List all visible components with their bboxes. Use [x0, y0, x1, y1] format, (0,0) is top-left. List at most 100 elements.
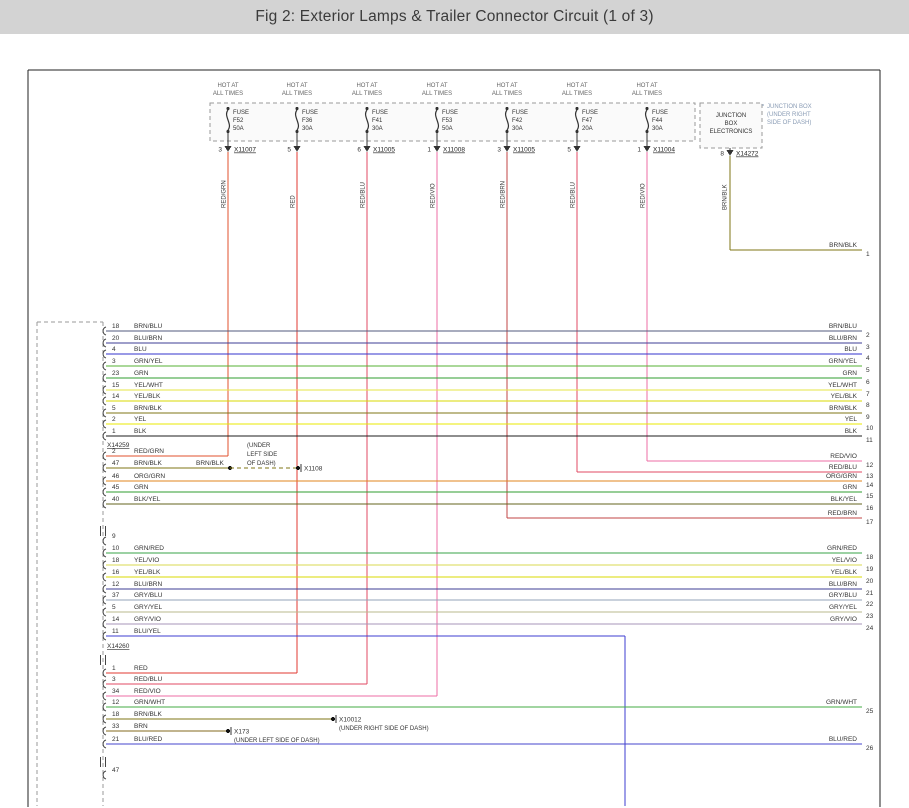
right-pin-number: 24	[866, 625, 874, 632]
junction-box-electronics-label: BOX	[725, 121, 738, 127]
hot-at-all-times-label: HOT AT	[286, 83, 307, 89]
hot-at-all-times-label: ALL TIMES	[562, 91, 592, 97]
left-pin-number: 12	[112, 581, 120, 588]
right-pin-number: 1	[866, 251, 870, 258]
connector-ref[interactable]: X11004	[653, 147, 675, 154]
right-pin-number: 18	[866, 554, 874, 561]
connector-pin-bracket	[102, 361, 107, 371]
connector-arrow-icon	[573, 146, 581, 152]
left-pin-number: 3	[112, 676, 116, 683]
connector-pin-bracket	[102, 326, 107, 336]
wire-color-label: RED/BLU	[829, 464, 857, 471]
left-pin-number: 10	[112, 545, 120, 552]
connector-pin-bracket	[102, 572, 107, 582]
location-note: LEFT SIDE	[247, 452, 277, 458]
connector-pin-bracket	[102, 679, 107, 689]
fuse-symbol	[364, 109, 370, 131]
right-pin-number: 10	[866, 425, 874, 432]
connector-ref[interactable]: X14260	[107, 643, 130, 650]
wire-color-label: RED/BLU	[134, 676, 162, 683]
fuse-terminal	[226, 130, 230, 133]
right-pin-number: 11	[866, 437, 873, 444]
wire-color-label: YEL/BLK	[831, 393, 858, 400]
location-note: (UNDER	[247, 443, 271, 449]
fuse-id: F42	[512, 118, 523, 124]
right-pin-number: 14	[866, 482, 874, 489]
fuse-pin-number: 8	[720, 151, 724, 158]
splice-dot	[330, 716, 336, 722]
wire-color-label: YEL/WHT	[134, 382, 163, 389]
wire-color-label: BRN/BLU	[134, 323, 162, 330]
fuse-id: F41	[372, 118, 383, 124]
left-pin-number: 16	[112, 569, 120, 576]
connector-pin-bracket	[102, 338, 107, 348]
wire-color-label: GRN	[134, 484, 149, 491]
right-pin-number: 15	[866, 493, 874, 500]
junction-box-note: SIDE OF DASH)	[767, 120, 811, 126]
fuse-terminal	[505, 130, 509, 133]
wire-color-label: BRN/BLK	[829, 405, 857, 412]
wire-color-label: GRN	[843, 370, 858, 377]
wire-color-label: GRN/WHT	[134, 699, 165, 706]
wire-color-label-vertical: RED/BRN	[501, 181, 507, 208]
connector-ref[interactable]: X10012	[339, 717, 362, 724]
fuse-symbol	[434, 109, 440, 131]
fuse-symbol	[504, 109, 510, 131]
wire-color-label: GRN/YEL	[134, 358, 163, 365]
wire-color-label: YEL	[134, 416, 147, 423]
fuse-symbol	[294, 109, 300, 131]
left-pin-number: 2	[112, 448, 116, 455]
right-pin-number: 9	[866, 414, 870, 421]
fuse-symbol	[574, 109, 580, 131]
connector-pin-bracket	[102, 702, 107, 712]
wire-color-label: BLU	[844, 346, 857, 353]
connector-ref[interactable]: X11005	[513, 147, 535, 154]
connector-ref[interactable]: X11008	[443, 147, 465, 154]
wire-color-label: BRN/BLK	[829, 242, 857, 249]
fuse-label: FUSE	[512, 110, 528, 116]
figure-title-bar: Fig 2: Exterior Lamps & Trailer Connecto…	[0, 0, 909, 34]
right-pin-number: 19	[866, 566, 874, 573]
wire-color-label: RED/BRN	[828, 510, 858, 517]
connector-pin-bracket	[102, 739, 107, 749]
left-pin-number: 46	[112, 473, 120, 480]
wire-color-label: BLK/YEL	[831, 496, 858, 503]
left-pin-number: 47	[112, 767, 120, 774]
hot-at-all-times-label: HOT AT	[566, 83, 587, 89]
connector-pin-bracket	[102, 385, 107, 395]
connector-pin-bracket	[102, 607, 107, 617]
wire-color-label: BRN/BLK	[134, 460, 162, 467]
left-pin-number: 11	[112, 628, 119, 635]
wire-color-label: BRN	[134, 723, 148, 730]
fuse-label: FUSE	[652, 110, 668, 116]
connector-ref[interactable]: X11005	[373, 147, 395, 154]
connector-arrow-icon	[224, 146, 232, 152]
wire-color-label-vertical: RED/VIO	[431, 183, 437, 208]
wire-color-label: GRY/YEL	[134, 604, 162, 611]
wire-color-label: GRN/RED	[134, 545, 164, 552]
wire-color-label: BLU/BRN	[134, 335, 162, 342]
left-pin-number: 3	[112, 358, 116, 365]
connector-arrow-icon	[433, 146, 441, 152]
connector-pin-bracket	[102, 408, 107, 418]
right-pin-number: 2	[866, 332, 870, 339]
wire-color-label: YEL/BLK	[134, 569, 161, 576]
wire-color-label: BLK	[134, 428, 147, 435]
connector-ref[interactable]: X173	[234, 729, 250, 736]
left-pin-number: 1	[112, 428, 116, 435]
connector-ref[interactable]: X14259	[107, 442, 130, 449]
wire-color-label: BRN/BLK	[196, 460, 224, 467]
connector-ref[interactable]: X11007	[234, 147, 256, 154]
connector-ref[interactable]: X1108	[304, 466, 323, 473]
left-pin-number: 14	[112, 393, 120, 400]
junction-box-electronics-label: JUNCTION	[716, 113, 746, 119]
left-pin-number: 2	[112, 416, 116, 423]
fuse-amps: 30A	[302, 126, 313, 132]
wire-color-label: RED/GRN	[134, 448, 164, 455]
hot-at-all-times-label: ALL TIMES	[492, 91, 522, 97]
fuse-id: F47	[582, 118, 593, 124]
fuse-pin-number: 1	[427, 147, 431, 154]
connector-ref[interactable]: X14272	[736, 151, 759, 158]
left-pin-number: 15	[112, 382, 120, 389]
